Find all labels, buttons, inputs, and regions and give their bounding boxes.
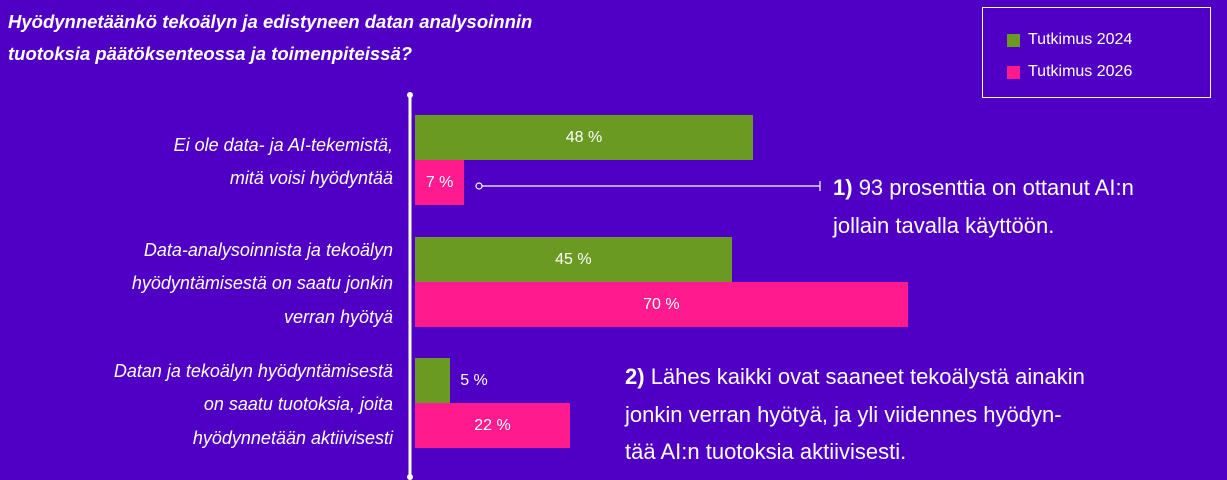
- bar: [415, 282, 908, 327]
- bar: [415, 358, 451, 403]
- annotation-number: 1): [833, 175, 853, 200]
- category-label: Datan ja tekoälyn hyödyntämisestä on saa…: [113, 360, 393, 448]
- annotation-number: 2): [625, 364, 645, 389]
- value-label: 48 %: [565, 128, 603, 146]
- annotation: 1) 93 prosenttia on ottanut AI:n jollain…: [833, 169, 1134, 244]
- chart-title: Hyödynnetäänkö tekoälyn ja edistyneen da…: [8, 11, 533, 64]
- bar: [415, 237, 732, 282]
- annotation-text: 93 prosenttia on ottanut AI:n jollain ta…: [833, 175, 1134, 238]
- value-label: 22 %: [474, 416, 511, 434]
- value-label: 7 %: [425, 173, 454, 191]
- value-label: 70 %: [643, 295, 680, 313]
- value-label: 45 %: [555, 250, 592, 268]
- legend-swatch: [1007, 66, 1020, 79]
- category-label: Data-analysoinnista ja tekoälyn hyödyntä…: [131, 239, 393, 327]
- annotation-text: Lähes kaikki ovat saaneet tekoälystä ain…: [625, 364, 1085, 464]
- bar: [415, 115, 753, 160]
- legend-label: Tutkimus 2024: [1028, 31, 1133, 48]
- bar: [415, 160, 465, 205]
- legend: Tutkimus 2024 Tutkimus 2026: [982, 7, 1211, 98]
- category-label: Ei ole data- ja AI-tekemistä, mitä voisi…: [173, 134, 393, 189]
- axis-dot: [407, 92, 413, 98]
- connector-dot: [475, 182, 483, 190]
- annotation: 2) Lähes kaikki ovat saaneet tekoälystä …: [625, 358, 1085, 471]
- axis-dot: [407, 474, 413, 480]
- legend-label: Tutkimus 2026: [1028, 63, 1133, 80]
- legend-swatch: [1007, 34, 1020, 47]
- bar: [415, 403, 570, 448]
- value-label: 5 %: [460, 371, 488, 389]
